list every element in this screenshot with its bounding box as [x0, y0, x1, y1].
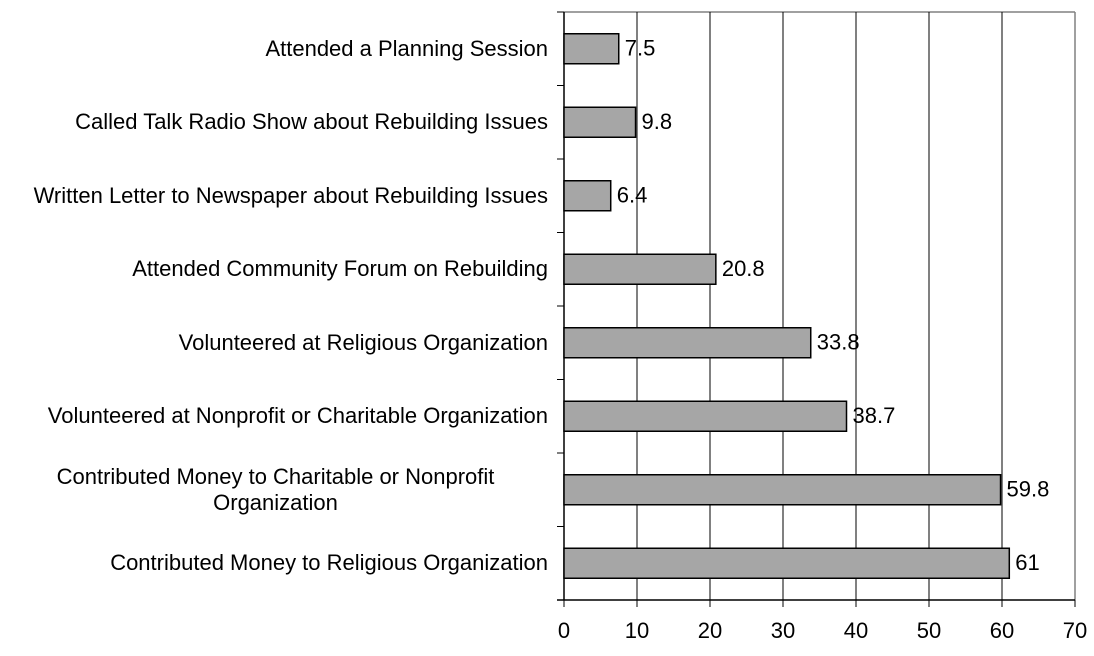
category-label-box: Attended Community Forum on Rebuilding	[132, 256, 548, 282]
y-tick-label: Written Letter to Newspaper about Rebuil…	[33, 182, 548, 208]
bar	[563, 327, 812, 359]
y-tick-label: Called Talk Radio Show about Rebuilding …	[75, 109, 548, 135]
y-tick-label: Attended Community Forum on Rebuilding	[132, 256, 548, 282]
y-tick-label: Volunteered at Religious Organization	[178, 329, 548, 355]
category-label-box: Contributed Money to Charitable or Nonpr…	[3, 464, 548, 516]
y-tick-label: Volunteered at Nonprofit or Charitable O…	[47, 403, 548, 429]
y-tick-label: Contributed Money to Religious Organizat…	[110, 550, 548, 576]
bar	[563, 106, 637, 138]
bar	[563, 180, 612, 212]
x-tick-label: 20	[698, 618, 722, 643]
value-label: 9.8	[642, 109, 673, 134]
bar	[563, 547, 1011, 579]
y-tick-label: Attended a Planning Session	[265, 35, 548, 61]
value-label: 33.8	[817, 330, 860, 355]
value-label: 7.5	[625, 36, 656, 61]
category-label-box: Volunteered at Religious Organization	[179, 330, 548, 356]
bar	[563, 33, 620, 65]
category-label-box: Written Letter to Newspaper about Rebuil…	[34, 183, 548, 209]
x-tick-label: 70	[1063, 618, 1087, 643]
value-label: 38.7	[853, 403, 896, 428]
bar	[563, 474, 1002, 506]
x-tick-label: 40	[844, 618, 868, 643]
x-tick-label: 10	[625, 618, 649, 643]
x-tick-label: 30	[771, 618, 795, 643]
bar	[563, 253, 717, 285]
y-tick-label: Contributed Money to Charitable or Nonpr…	[56, 463, 495, 515]
category-label-box: Volunteered at Nonprofit or Charitable O…	[48, 403, 548, 429]
category-label-box: Attended a Planning Session	[265, 36, 548, 62]
value-label: 59.8	[1007, 477, 1050, 502]
value-label: 6.4	[617, 183, 648, 208]
category-label-box: Contributed Money to Religious Organizat…	[110, 550, 548, 576]
bar	[563, 400, 848, 432]
x-tick-label: 50	[917, 618, 941, 643]
value-label: 20.8	[722, 256, 765, 281]
x-tick-label: 0	[558, 618, 570, 643]
category-label-box: Called Talk Radio Show about Rebuilding …	[75, 109, 548, 135]
x-tick-label: 60	[990, 618, 1014, 643]
value-label: 61	[1015, 550, 1039, 575]
